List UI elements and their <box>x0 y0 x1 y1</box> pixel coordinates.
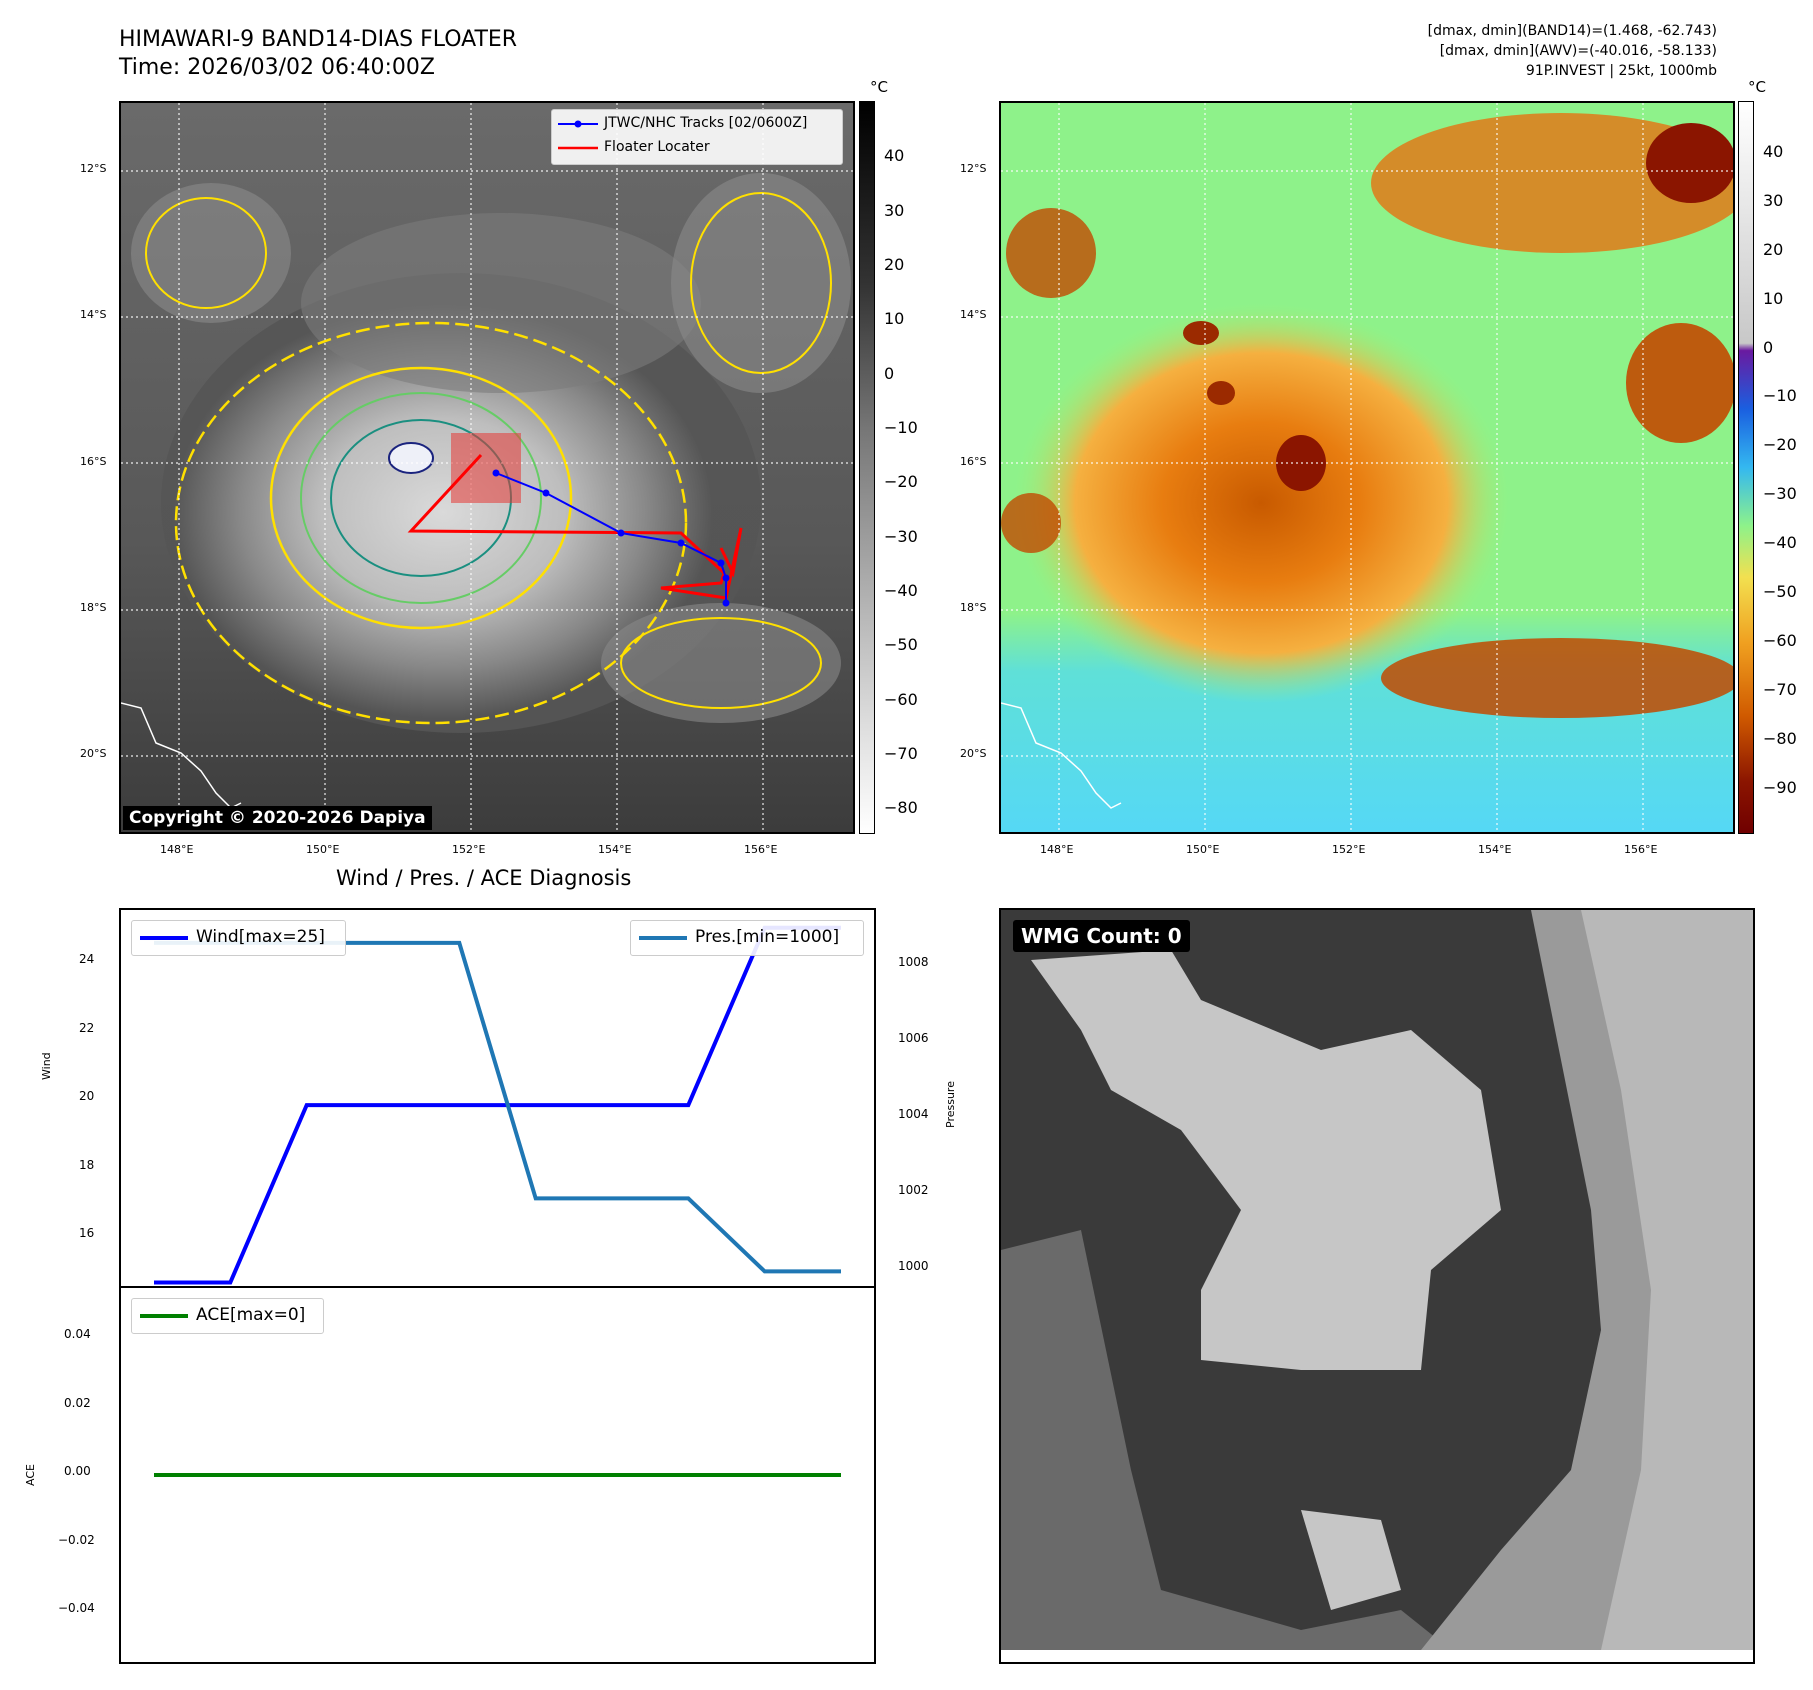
gray-cb-tick: −40 <box>884 581 918 600</box>
gray-cb-tick: −10 <box>884 418 918 437</box>
pressure-tick: 1006 <box>898 1031 929 1045</box>
lon-tick-154e: 154°E <box>1478 843 1512 856</box>
color-colorbar-unit: °C <box>1748 78 1766 96</box>
wind-axis-label: Wind <box>40 1052 53 1080</box>
pressure-tick: 1004 <box>898 1107 929 1121</box>
ir-color-map <box>999 101 1735 834</box>
ace-panel: ACE[max=0] <box>119 1286 876 1664</box>
pressure-legend: Pres.[min=1000] <box>630 920 864 956</box>
pressure-tick: 1002 <box>898 1183 929 1197</box>
lon-tick-148e: 148°E <box>160 843 194 856</box>
color-cb-tick: 40 <box>1763 142 1784 161</box>
ace-legend-label: ACE[max=0] <box>196 1305 306 1325</box>
wind-pressure-panel: Wind[max=25] Pres.[min=1000] <box>119 908 876 1288</box>
wmg-image <box>1001 910 1753 1662</box>
ace-tick: 0.02 <box>64 1396 91 1410</box>
color-cb-tick: −90 <box>1763 778 1797 797</box>
gray-cb-tick: −70 <box>884 744 918 763</box>
meta-storm: 91P.INVEST | 25kt, 1000mb <box>1525 63 1717 79</box>
lat-tick-16s: 16°S <box>80 455 107 468</box>
copyright-label: Copyright © 2020-2026 Dapiya <box>123 806 432 830</box>
gray-cb-tick: 0 <box>884 364 895 383</box>
ace-axis-label: ACE <box>24 1464 37 1486</box>
lat-tick-20s: 20°S <box>960 747 987 760</box>
ace-plot <box>154 1473 841 1477</box>
color-cb-tick: −40 <box>1763 533 1797 552</box>
wind-tick: 16 <box>79 1226 95 1240</box>
color-cb-tick: −20 <box>1763 435 1797 454</box>
wmg-count-badge: WMG Count: 0 <box>1013 920 1190 952</box>
lon-tick-150e: 150°E <box>1186 843 1220 856</box>
diag-title: Wind / Pres. / ACE Diagnosis <box>336 866 632 890</box>
pressure-legend-label: Pres.[min=1000] <box>695 927 840 947</box>
lon-tick-154e: 154°E <box>598 843 632 856</box>
gray-cb-tick: 30 <box>884 201 905 220</box>
gray-cb-tick: −20 <box>884 472 918 491</box>
gray-cb-tick: −60 <box>884 690 918 709</box>
wind-tick: 22 <box>79 1021 95 1035</box>
figure-time: Time: 2026/03/02 06:40:00Z <box>119 55 435 80</box>
pressure-axis-label: Pressure <box>944 1081 957 1128</box>
ir-grayscale-image <box>121 103 853 832</box>
ir-grayscale-map: Copyright © 2020-2026 Dapiya JTWC/NHC Tr… <box>119 101 855 834</box>
lat-tick-12s: 12°S <box>960 162 987 175</box>
color-cb-tick: −10 <box>1763 386 1797 405</box>
color-cb-tick: 10 <box>1763 289 1784 308</box>
wind-legend-label: Wind[max=25] <box>196 927 325 947</box>
color-cb-tick: −60 <box>1763 631 1797 650</box>
gray-cb-tick: −80 <box>884 798 918 817</box>
lat-tick-14s: 14°S <box>960 308 987 321</box>
wind-series-line <box>154 925 841 1285</box>
gray-cb-tick: 40 <box>884 146 905 165</box>
wmg-panel: WMG Count: 0 <box>999 908 1755 1664</box>
jtwc-track <box>492 469 730 607</box>
pressure-tick: 1000 <box>898 1259 929 1273</box>
lon-tick-156e: 156°E <box>1624 843 1658 856</box>
lon-tick-150e: 150°E <box>306 843 340 856</box>
lat-tick-14s: 14°S <box>80 308 107 321</box>
map-legend: JTWC/NHC Tracks [02/0600Z] Floater Locat… <box>551 109 843 165</box>
ace-legend: ACE[max=0] <box>131 1298 324 1334</box>
gray-cb-tick: −50 <box>884 635 918 654</box>
lat-tick-12s: 12°S <box>80 162 107 175</box>
ace-tick: −0.02 <box>58 1533 95 1547</box>
lon-tick-152e: 152°E <box>1332 843 1366 856</box>
ace-tick: 0.00 <box>64 1464 91 1478</box>
legend-tracks-label: JTWC/NHC Tracks [02/0600Z] <box>604 115 808 131</box>
ir-color-image <box>1001 103 1733 832</box>
lat-tick-16s: 16°S <box>960 455 987 468</box>
gray-cb-tick: 20 <box>884 255 905 274</box>
meta-awv: [dmax, dmin](AWV)=(-40.016, -58.133) <box>1439 43 1717 59</box>
wind-pressure-plot <box>154 925 841 1285</box>
color-cb-tick: −50 <box>1763 582 1797 601</box>
lon-tick-156e: 156°E <box>744 843 778 856</box>
lat-tick-18s: 18°S <box>80 601 107 614</box>
gray-colorbar-unit: °C <box>870 78 888 96</box>
wind-legend: Wind[max=25] <box>131 920 346 956</box>
color-cb-tick: 0 <box>1763 338 1774 357</box>
color-cb-tick: 20 <box>1763 240 1784 259</box>
wind-tick: 24 <box>79 952 95 966</box>
ace-tick: 0.04 <box>64 1327 91 1341</box>
lat-tick-18s: 18°S <box>960 601 987 614</box>
lon-tick-152e: 152°E <box>452 843 486 856</box>
wind-tick: 20 <box>79 1089 95 1103</box>
wind-tick: 18 <box>79 1158 95 1172</box>
lon-tick-148e: 148°E <box>1040 843 1074 856</box>
color-cb-tick: −80 <box>1763 729 1797 748</box>
gray-cb-tick: 10 <box>884 309 905 328</box>
color-cb-tick: −30 <box>1763 484 1797 503</box>
color-colorbar <box>1738 101 1754 834</box>
gray-cb-tick: −30 <box>884 527 918 546</box>
gray-colorbar <box>859 101 875 834</box>
lat-tick-20s: 20°S <box>80 747 107 760</box>
meta-band14: [dmax, dmin](BAND14)=(1.468, -62.743) <box>1427 23 1717 39</box>
color-cb-tick: 30 <box>1763 191 1784 210</box>
legend-floater-label: Floater Locater <box>604 139 710 155</box>
figure-title: HIMAWARI-9 BAND14-DIAS FLOATER <box>119 27 518 52</box>
ace-tick: −0.04 <box>58 1601 95 1615</box>
color-cb-tick: −70 <box>1763 680 1797 699</box>
pressure-tick: 1008 <box>898 955 929 969</box>
